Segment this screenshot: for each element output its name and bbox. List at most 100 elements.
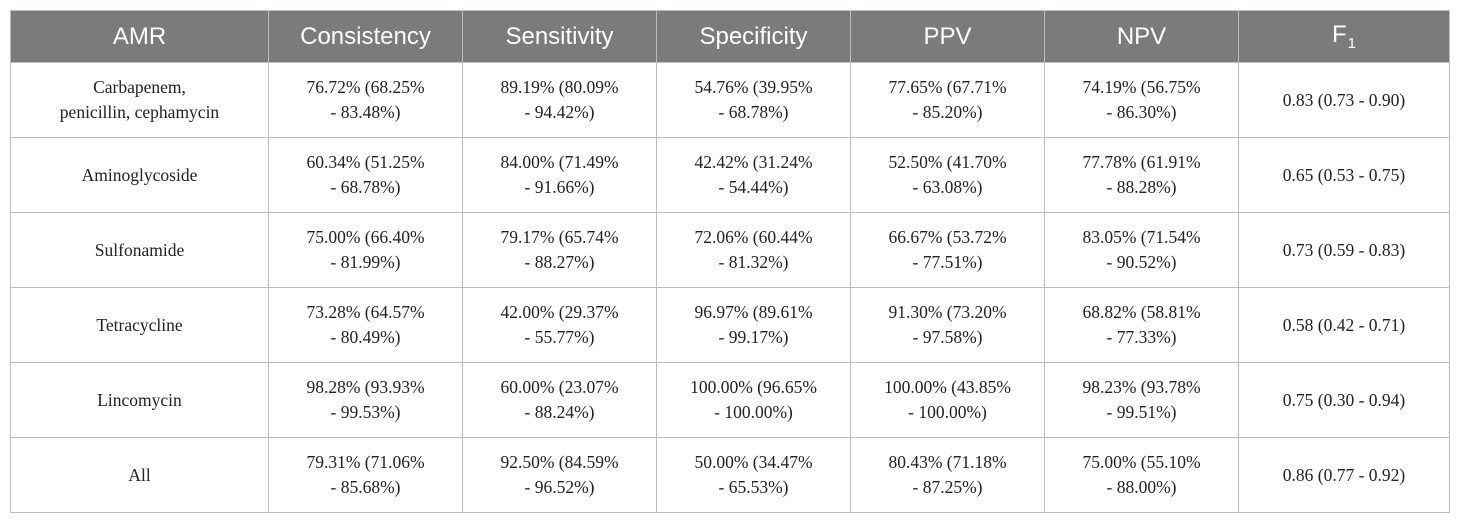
- cell-sensitivity: 42.00% (29.37% - 55.77%): [462, 287, 657, 363]
- cell-line: - 88.28%): [1106, 177, 1177, 197]
- cell-line: 79.17% (65.74%: [500, 227, 619, 247]
- cell-line: - 80.49%): [330, 327, 401, 347]
- cell-line: - 90.52%): [1106, 252, 1177, 272]
- cell-line: 84.00% (71.49%: [500, 152, 619, 172]
- cell-ppv: 77.65% (67.71% - 85.20%): [850, 62, 1045, 138]
- row-label-amr: Carbapenem, penicillin, cephamycin: [10, 62, 269, 138]
- cell-specificity: 54.76% (39.95% - 68.78%): [656, 62, 851, 138]
- cell-line: 100.00% (96.65%: [690, 377, 817, 397]
- cell-line: - 86.30%): [1106, 102, 1177, 122]
- table-row: Lincomycin 98.28% (93.93% - 99.53%) 60.00% …: [10, 362, 1450, 438]
- cell-ppv: 80.43% (71.18% - 87.25%): [850, 437, 1045, 513]
- cell-line: 80.43% (71.18%: [888, 452, 1007, 472]
- cell-line: - 85.68%): [330, 477, 401, 497]
- column-header-label: NPV: [1116, 22, 1167, 50]
- cell-npv: 83.05% (71.54% - 90.52%): [1044, 212, 1239, 288]
- table-row: Aminoglycoside 60.34% (51.25% - 68.78%) 84.…: [10, 137, 1450, 213]
- column-header-label: PPV: [923, 22, 972, 50]
- cell-line: 96.97% (89.61%: [694, 302, 813, 322]
- cell-specificity: 50.00% (34.47% - 65.53%): [656, 437, 851, 513]
- cell-consistency: 73.28% (64.57% - 80.49%): [268, 287, 463, 363]
- cell-line: 0.58 (0.42 - 0.71): [1282, 314, 1406, 335]
- cell-f1: 0.65 (0.53 - 0.75): [1238, 137, 1450, 213]
- cell-line: - 55.77%): [524, 327, 595, 347]
- cell-line: - 97.58%): [912, 327, 983, 347]
- cell-sensitivity: 79.17% (65.74% - 88.27%): [462, 212, 657, 288]
- column-header-specificity: Specificity: [656, 10, 851, 63]
- cell-line: - 85.20%): [912, 102, 983, 122]
- cell-line: 0.75 (0.30 - 0.94): [1282, 389, 1406, 410]
- cell-line: 42.42% (31.24%: [694, 152, 813, 172]
- cell-line: 77.78% (61.91%: [1082, 152, 1201, 172]
- cell-line: 100.00% (43.85%: [884, 377, 1011, 397]
- column-header-label: AMR: [112, 22, 167, 50]
- cell-ppv: 100.00% (43.85% - 100.00%): [850, 362, 1045, 438]
- row-label-amr: Sulfonamide: [10, 212, 269, 288]
- column-header-npv: NPV: [1044, 10, 1239, 63]
- amr-results-table: AMR Consistency Sensitivity Specificity PPV N…: [10, 10, 1450, 513]
- cell-line: - 77.33%): [1106, 327, 1177, 347]
- cell-sensitivity: 92.50% (84.59% - 96.52%): [462, 437, 657, 513]
- cell-line: - 99.51%): [1106, 402, 1177, 422]
- cell-sensitivity: 84.00% (71.49% - 91.66%): [462, 137, 657, 213]
- cell-line: 77.65% (67.71%: [888, 77, 1007, 97]
- cell-line: - 88.27%): [524, 252, 595, 272]
- cell-line: - 88.24%): [524, 402, 595, 422]
- column-header-f1: F1: [1238, 10, 1450, 63]
- cell-line: 0.65 (0.53 - 0.75): [1282, 164, 1406, 185]
- cell-line: 76.72% (68.25%: [306, 77, 425, 97]
- cell-npv: 98.23% (93.78% - 99.51%): [1044, 362, 1239, 438]
- cell-line: 60.00% (23.07%: [500, 377, 619, 397]
- cell-line: 98.23% (93.78%: [1082, 377, 1201, 397]
- cell-line: 0.83 (0.73 - 0.90): [1282, 89, 1406, 110]
- cell-f1: 0.73 (0.59 - 0.83): [1238, 212, 1450, 288]
- cell-line: - 81.99%): [330, 252, 401, 272]
- cell-specificity: 96.97% (89.61% - 99.17%): [656, 287, 851, 363]
- cell-line: 0.86 (0.77 - 0.92): [1282, 464, 1406, 485]
- cell-line: 74.19% (56.75%: [1082, 77, 1201, 97]
- cell-line: - 91.66%): [524, 177, 595, 197]
- cell-line: - 96.52%): [524, 477, 595, 497]
- cell-npv: 75.00% (55.10% - 88.00%): [1044, 437, 1239, 513]
- cell-npv: 68.82% (58.81% - 77.33%): [1044, 287, 1239, 363]
- cell-specificity: 100.00% (96.65% - 100.00%): [656, 362, 851, 438]
- cell-line: 79.31% (71.06%: [306, 452, 425, 472]
- cell-line: - 99.17%): [718, 327, 789, 347]
- cell-consistency: 60.34% (51.25% - 68.78%): [268, 137, 463, 213]
- table-header: AMR Consistency Sensitivity Specificity PPV N…: [10, 10, 1450, 63]
- cell-line: Lincomycin: [97, 389, 182, 410]
- column-header-amr: AMR: [10, 10, 269, 63]
- cell-line: - 63.08%): [912, 177, 983, 197]
- cell-npv: 77.78% (61.91% - 88.28%): [1044, 137, 1239, 213]
- table-body: Carbapenem, penicillin, cephamycin 76.72% …: [10, 62, 1450, 513]
- cell-f1: 0.86 (0.77 - 0.92): [1238, 437, 1450, 513]
- cell-line: 73.28% (64.57%: [306, 302, 425, 322]
- cell-line: Aminoglycoside: [81, 164, 198, 185]
- column-header-ppv: PPV: [850, 10, 1045, 63]
- column-header-subscript: 1: [1347, 35, 1356, 52]
- cell-specificity: 72.06% (60.44% - 81.32%): [656, 212, 851, 288]
- cell-line: 72.06% (60.44%: [694, 227, 813, 247]
- table-row: All 79.31% (71.06% - 85.68%) 92.50% (84.59%…: [10, 437, 1450, 513]
- cell-line: - 81.32%): [718, 252, 789, 272]
- row-label-amr: All: [10, 437, 269, 513]
- cell-line: 60.34% (51.25%: [306, 152, 425, 172]
- cell-line: - 68.78%): [718, 102, 789, 122]
- row-label-amr: Tetracycline: [10, 287, 269, 363]
- cell-line: - 88.00%): [1106, 477, 1177, 497]
- header-row: AMR Consistency Sensitivity Specificity PPV N…: [10, 10, 1450, 63]
- row-label-amr: Aminoglycoside: [10, 137, 269, 213]
- cell-ppv: 91.30% (73.20% - 97.58%): [850, 287, 1045, 363]
- cell-f1: 0.58 (0.42 - 0.71): [1238, 287, 1450, 363]
- cell-line: 0.73 (0.59 - 0.83): [1282, 239, 1406, 260]
- cell-line: 75.00% (66.40%: [306, 227, 425, 247]
- table-row: Carbapenem, penicillin, cephamycin 76.72% …: [10, 62, 1450, 138]
- cell-line: 42.00% (29.37%: [500, 302, 619, 322]
- column-header-label: F: [1331, 21, 1347, 48]
- cell-line: 66.67% (53.72%: [888, 227, 1007, 247]
- cell-line: - 68.78%): [330, 177, 401, 197]
- cell-line: 75.00% (55.10%: [1082, 452, 1201, 472]
- cell-npv: 74.19% (56.75% - 86.30%): [1044, 62, 1239, 138]
- cell-consistency: 98.28% (93.93% - 99.53%): [268, 362, 463, 438]
- column-header-label: Specificity: [699, 22, 808, 50]
